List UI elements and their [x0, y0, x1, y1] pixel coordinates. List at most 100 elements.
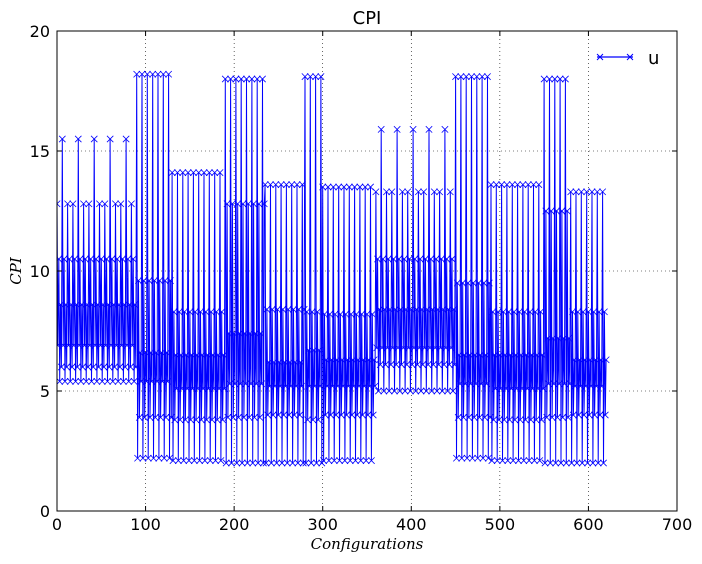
data-point — [514, 457, 522, 465]
data-point — [215, 385, 223, 393]
data-point — [251, 413, 258, 421]
legend: u — [596, 48, 659, 69]
data-point — [509, 457, 517, 465]
data-point — [231, 380, 239, 388]
data-point — [516, 416, 524, 424]
data-point — [68, 363, 76, 371]
data-point — [405, 344, 413, 352]
data-point — [565, 334, 573, 342]
data-point — [133, 70, 141, 78]
data-point — [139, 454, 147, 462]
data-point — [547, 207, 555, 215]
data-point — [422, 387, 430, 395]
data-point — [79, 363, 87, 371]
data-point — [162, 413, 170, 421]
data-point — [545, 380, 553, 388]
data-point — [148, 377, 156, 385]
data-point — [491, 351, 499, 359]
data-point — [429, 361, 437, 369]
data-point — [228, 200, 236, 208]
data-point — [304, 416, 312, 424]
data-point — [342, 310, 350, 318]
data-point — [238, 459, 246, 467]
data-point — [530, 181, 537, 189]
data-point — [206, 457, 214, 465]
data-point — [448, 255, 456, 263]
data-point — [437, 344, 444, 352]
data-point — [500, 416, 508, 424]
data-point — [216, 169, 224, 177]
data-point — [86, 341, 94, 349]
data-point — [290, 411, 298, 419]
data-point — [531, 308, 539, 316]
data-point — [452, 454, 460, 462]
data-point — [254, 459, 262, 467]
data-point — [92, 255, 100, 263]
data-point — [221, 75, 229, 83]
y-tick-label: 0 — [40, 502, 50, 521]
data-point — [524, 181, 532, 189]
data-point — [417, 387, 425, 395]
data-point — [568, 459, 576, 467]
data-point — [462, 73, 470, 81]
data-point — [420, 188, 428, 196]
data-point — [222, 459, 230, 467]
data-point — [192, 416, 200, 424]
data-point — [121, 363, 129, 371]
data-point — [241, 329, 249, 337]
data-point — [116, 363, 124, 371]
data-point — [330, 457, 338, 465]
data-point — [601, 411, 609, 419]
data-point — [461, 380, 469, 388]
data-point — [442, 344, 450, 352]
data-point — [375, 387, 382, 395]
data-point — [395, 255, 403, 263]
data-point — [504, 457, 512, 465]
data-point — [379, 255, 387, 263]
data-point — [588, 188, 596, 196]
data-point — [57, 200, 61, 208]
data-point — [445, 305, 452, 313]
x-tick-label: 600 — [573, 515, 604, 534]
data-point — [364, 411, 372, 419]
data-point — [96, 341, 104, 349]
data-point — [344, 356, 351, 364]
data-point — [402, 305, 410, 313]
data-point — [268, 305, 276, 313]
data-point — [595, 308, 603, 316]
data-point — [444, 387, 452, 395]
data-point — [578, 459, 586, 467]
data-point — [356, 183, 364, 191]
data-point — [181, 308, 189, 316]
data-point — [131, 301, 139, 309]
data-point — [94, 301, 102, 309]
data-point — [441, 125, 449, 133]
data-point — [65, 341, 72, 349]
data-point — [252, 380, 260, 388]
data-point — [220, 351, 227, 359]
data-point — [276, 382, 284, 390]
data-point — [175, 308, 183, 316]
data-point — [258, 380, 266, 388]
data-point — [398, 361, 406, 369]
data-point — [390, 255, 398, 263]
data-point — [542, 207, 550, 215]
data-point — [166, 277, 174, 285]
chart-title: CPI — [353, 8, 382, 29]
data-point — [447, 344, 455, 352]
data-point — [355, 382, 363, 390]
data-point — [233, 459, 241, 467]
data-point — [488, 457, 496, 465]
data-point — [190, 457, 198, 465]
data-point — [93, 377, 101, 385]
data-point — [180, 457, 188, 465]
data-point — [382, 361, 390, 369]
data-point — [452, 73, 460, 81]
data-point — [399, 344, 407, 352]
data-point — [158, 377, 166, 385]
data-point — [518, 385, 526, 393]
data-point — [240, 413, 248, 421]
data-point — [487, 181, 495, 189]
data-point — [545, 75, 553, 83]
